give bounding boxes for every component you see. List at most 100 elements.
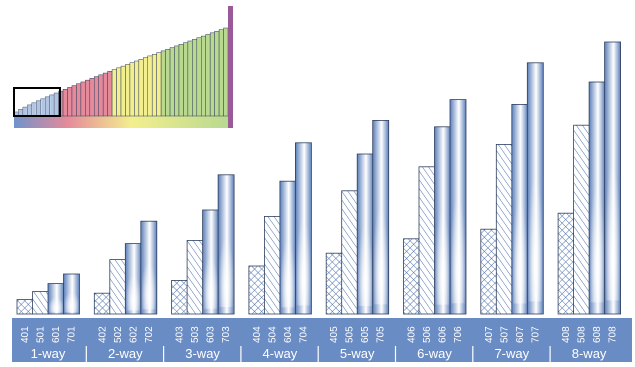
bar-503 xyxy=(186,239,204,315)
bar-402 xyxy=(93,292,111,315)
bar-highlight xyxy=(451,174,465,304)
thumbnail-bar xyxy=(156,52,162,117)
bar-id-label: 601 xyxy=(51,326,62,343)
thumbnail-bar xyxy=(138,59,144,117)
thumbnail-bar xyxy=(192,39,198,117)
thumbnail-bar xyxy=(183,42,189,117)
bar-id-label: 405 xyxy=(329,326,340,343)
bar-id-label: 505 xyxy=(345,326,356,343)
bar-id-label: 704 xyxy=(298,326,309,343)
thumbnail-bar xyxy=(67,87,73,117)
bar-id-label: 508 xyxy=(577,326,588,343)
bar-id-label: 707 xyxy=(530,326,541,343)
thumbnail-bar xyxy=(89,78,95,117)
thumbnail-bar xyxy=(218,29,224,117)
bar-highlight xyxy=(49,294,63,313)
thumbnail-bar-shade xyxy=(54,93,59,116)
thumbnail-bar-shade xyxy=(41,98,45,116)
thumbnail-bar-shade xyxy=(14,112,18,116)
thumbnail-bar xyxy=(143,57,149,117)
bar-id-label: 701 xyxy=(67,326,78,343)
group-label: 2-way xyxy=(108,346,143,361)
thumbnail-bar-shade xyxy=(18,109,23,116)
thumbnail-bar-shade xyxy=(32,102,36,116)
bar-id-label: 608 xyxy=(592,326,603,343)
group-label: 8-way xyxy=(572,346,607,361)
bar-407 xyxy=(480,228,498,315)
bar-highlight xyxy=(126,268,141,311)
thumbnail-bar xyxy=(196,37,202,117)
thumbnail-bar xyxy=(120,65,126,117)
thumbnail-bar xyxy=(147,55,153,117)
thumbnail-bar xyxy=(134,60,140,117)
bar-id-label: 407 xyxy=(484,326,495,343)
thumbnail-bar xyxy=(107,71,113,117)
overview-thumbnail xyxy=(13,6,233,128)
bar-id-label: 408 xyxy=(561,326,572,343)
bar-groups xyxy=(16,41,621,315)
bar-group xyxy=(93,220,158,315)
thumbnail-bar xyxy=(223,27,229,117)
thumbnail-bar xyxy=(169,47,175,117)
thumbnail-bar-shade xyxy=(27,104,32,116)
bar-id-label: 706 xyxy=(453,326,464,343)
bar-504 xyxy=(263,215,281,315)
group-label: 7-way xyxy=(494,346,529,361)
bar-highlight xyxy=(141,253,156,310)
bar-id-label: 403 xyxy=(175,326,186,343)
thumbnail-bar xyxy=(98,74,104,117)
bar-highlight xyxy=(528,150,543,302)
bar-highlight xyxy=(512,177,527,304)
bar-highlight xyxy=(373,188,388,305)
bar-405 xyxy=(325,252,343,315)
bar-401 xyxy=(16,299,34,315)
thumbnail-end-marker xyxy=(228,6,233,128)
bar-501 xyxy=(32,291,49,315)
bar-group xyxy=(480,62,544,315)
thumbnail-bar xyxy=(201,35,206,117)
group-label: 6-way xyxy=(417,346,452,361)
bar-508 xyxy=(573,124,590,315)
thumbnail-bar xyxy=(71,85,77,117)
thumbnail-bar xyxy=(76,83,82,117)
group-label: 4-way xyxy=(263,346,298,361)
thumbnail-bar-shade xyxy=(50,94,54,116)
bar-507 xyxy=(495,143,513,315)
bar-id-label: 504 xyxy=(267,326,278,343)
thumbnail-bar xyxy=(125,64,131,117)
bar-408 xyxy=(557,212,575,315)
group-label: 3-way xyxy=(185,346,220,361)
bar-404 xyxy=(248,265,266,315)
thumbnail-bar-shade xyxy=(23,107,27,116)
thumbnail-bar xyxy=(209,32,215,117)
bar-highlight xyxy=(605,137,620,301)
bar-id-label: 402 xyxy=(97,326,108,343)
bar-id-label: 406 xyxy=(407,326,418,343)
thumbnail-bar xyxy=(174,45,180,117)
bar-id-label: 605 xyxy=(360,326,371,343)
bar-group xyxy=(557,41,621,315)
bar-id-label: 404 xyxy=(252,326,263,343)
bar-highlight xyxy=(358,210,373,306)
thumbnail-bar xyxy=(116,67,122,117)
bar-group xyxy=(403,99,467,315)
bar-highlight xyxy=(203,246,218,309)
bar-highlight xyxy=(64,288,79,312)
thumbnail-bar xyxy=(62,89,68,117)
bar-id-label: 606 xyxy=(438,326,449,343)
bar-highlight xyxy=(219,223,234,308)
bar-id-label: 702 xyxy=(144,326,155,343)
bar-highlight xyxy=(435,192,450,305)
bar-group xyxy=(171,174,235,315)
thumbnail-bar xyxy=(111,69,117,117)
thumbnail-bar xyxy=(151,53,157,117)
thumbnail-bar xyxy=(187,40,193,117)
bar-505 xyxy=(341,190,359,315)
bar-id-label: 705 xyxy=(376,326,387,343)
bar-id-label: 401 xyxy=(20,326,31,343)
bar-group xyxy=(16,273,80,315)
bar-highlight xyxy=(296,202,311,306)
thumbnail-bar xyxy=(165,48,171,117)
thumbnail-bar xyxy=(178,44,184,117)
